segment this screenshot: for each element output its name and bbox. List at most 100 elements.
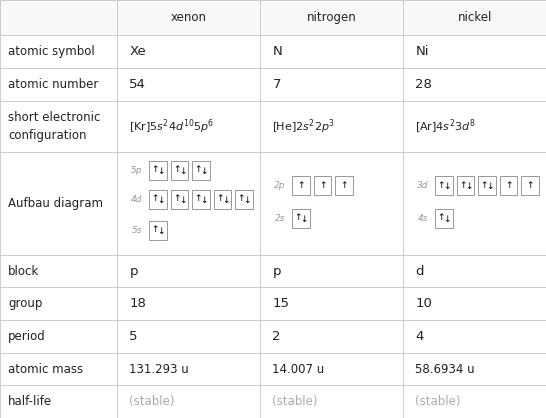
Bar bbox=[150, 221, 167, 240]
Bar bbox=[150, 190, 167, 209]
Text: ↓: ↓ bbox=[158, 167, 165, 176]
Bar bbox=[0, 152, 117, 255]
Text: ↑: ↑ bbox=[298, 181, 305, 191]
Text: ↓: ↓ bbox=[179, 167, 187, 176]
Text: ↑: ↑ bbox=[437, 181, 445, 189]
Bar bbox=[0, 353, 117, 385]
Text: ↑: ↑ bbox=[194, 165, 201, 174]
Bar bbox=[314, 176, 331, 196]
Bar bbox=[0, 36, 117, 68]
Bar bbox=[0, 68, 117, 101]
Text: ↑: ↑ bbox=[173, 194, 180, 203]
Bar bbox=[403, 320, 546, 353]
Bar bbox=[150, 161, 167, 180]
Bar bbox=[500, 176, 518, 196]
Text: ↑: ↑ bbox=[173, 165, 180, 174]
Text: 3d: 3d bbox=[417, 181, 429, 191]
Bar bbox=[260, 385, 403, 418]
Text: atomic symbol: atomic symbol bbox=[8, 45, 95, 58]
Bar bbox=[403, 288, 546, 320]
Text: 2s: 2s bbox=[275, 214, 286, 223]
Text: ↓: ↓ bbox=[444, 182, 451, 191]
Bar bbox=[403, 255, 546, 288]
Bar bbox=[192, 161, 210, 180]
Text: ↑: ↑ bbox=[459, 181, 466, 189]
Text: ↑: ↑ bbox=[341, 181, 348, 191]
Text: ↓: ↓ bbox=[179, 196, 187, 205]
Text: 14.007 u: 14.007 u bbox=[272, 362, 325, 375]
Text: ↑: ↑ bbox=[437, 213, 445, 222]
Text: 10: 10 bbox=[416, 297, 432, 310]
Text: block: block bbox=[8, 265, 39, 278]
Bar bbox=[260, 152, 403, 255]
Bar bbox=[171, 161, 188, 180]
Bar bbox=[0, 255, 117, 288]
Text: atomic mass: atomic mass bbox=[8, 362, 83, 375]
Text: 28: 28 bbox=[416, 78, 432, 91]
Text: 2p: 2p bbox=[274, 181, 286, 191]
Bar bbox=[403, 353, 546, 385]
Bar bbox=[293, 176, 310, 196]
Bar bbox=[436, 209, 453, 228]
Text: d: d bbox=[416, 265, 424, 278]
Text: ↓: ↓ bbox=[301, 215, 308, 224]
Bar bbox=[335, 176, 353, 196]
Text: (stable): (stable) bbox=[129, 395, 175, 408]
Text: ↑: ↑ bbox=[151, 165, 159, 174]
Text: ↑: ↑ bbox=[151, 224, 159, 234]
Bar bbox=[260, 101, 403, 152]
Bar bbox=[117, 68, 260, 101]
Bar bbox=[260, 255, 403, 288]
Text: ↑: ↑ bbox=[294, 213, 302, 222]
Text: 5s: 5s bbox=[132, 226, 143, 234]
Text: 5p: 5p bbox=[131, 166, 143, 175]
Text: 58.6934 u: 58.6934 u bbox=[416, 362, 475, 375]
Bar bbox=[0, 101, 117, 152]
Bar bbox=[117, 288, 260, 320]
Text: 4s: 4s bbox=[418, 214, 429, 223]
Text: ↓: ↓ bbox=[486, 182, 494, 191]
Text: Xe: Xe bbox=[129, 45, 146, 58]
Text: 2: 2 bbox=[272, 330, 281, 343]
Text: Aufbau diagram: Aufbau diagram bbox=[8, 197, 103, 210]
Bar bbox=[192, 190, 210, 209]
Text: half-life: half-life bbox=[8, 395, 52, 408]
Bar bbox=[0, 0, 117, 36]
Bar bbox=[478, 176, 496, 196]
Bar bbox=[521, 176, 539, 196]
Bar bbox=[260, 0, 403, 36]
Text: ↑: ↑ bbox=[526, 181, 534, 191]
Text: nickel: nickel bbox=[458, 11, 492, 24]
Bar bbox=[117, 0, 260, 36]
Bar bbox=[117, 353, 260, 385]
Bar bbox=[260, 320, 403, 353]
Bar bbox=[403, 101, 546, 152]
Text: 54: 54 bbox=[129, 78, 146, 91]
Bar bbox=[260, 288, 403, 320]
Text: (stable): (stable) bbox=[416, 395, 461, 408]
Text: ↑: ↑ bbox=[319, 181, 327, 191]
Bar bbox=[117, 152, 260, 255]
Bar bbox=[0, 320, 117, 353]
Text: nitrogen: nitrogen bbox=[307, 11, 357, 24]
Text: ↑: ↑ bbox=[151, 194, 159, 203]
Bar bbox=[457, 176, 474, 196]
Text: p: p bbox=[129, 265, 138, 278]
Bar bbox=[403, 0, 546, 36]
Bar bbox=[235, 190, 253, 209]
Text: ↓: ↓ bbox=[444, 215, 451, 224]
Text: ↓: ↓ bbox=[465, 182, 473, 191]
Text: 131.293 u: 131.293 u bbox=[129, 362, 189, 375]
Text: 18: 18 bbox=[129, 297, 146, 310]
Text: [He]2$s^2$2$p^3$: [He]2$s^2$2$p^3$ bbox=[272, 117, 335, 136]
Bar bbox=[436, 176, 453, 196]
Bar bbox=[293, 209, 310, 228]
Bar bbox=[171, 190, 188, 209]
Text: (stable): (stable) bbox=[272, 395, 318, 408]
Bar bbox=[260, 353, 403, 385]
Text: ↑: ↑ bbox=[505, 181, 513, 191]
Text: ↓: ↓ bbox=[158, 196, 165, 205]
Bar bbox=[214, 190, 232, 209]
Text: ↓: ↓ bbox=[200, 167, 208, 176]
Text: 4d: 4d bbox=[131, 195, 143, 204]
